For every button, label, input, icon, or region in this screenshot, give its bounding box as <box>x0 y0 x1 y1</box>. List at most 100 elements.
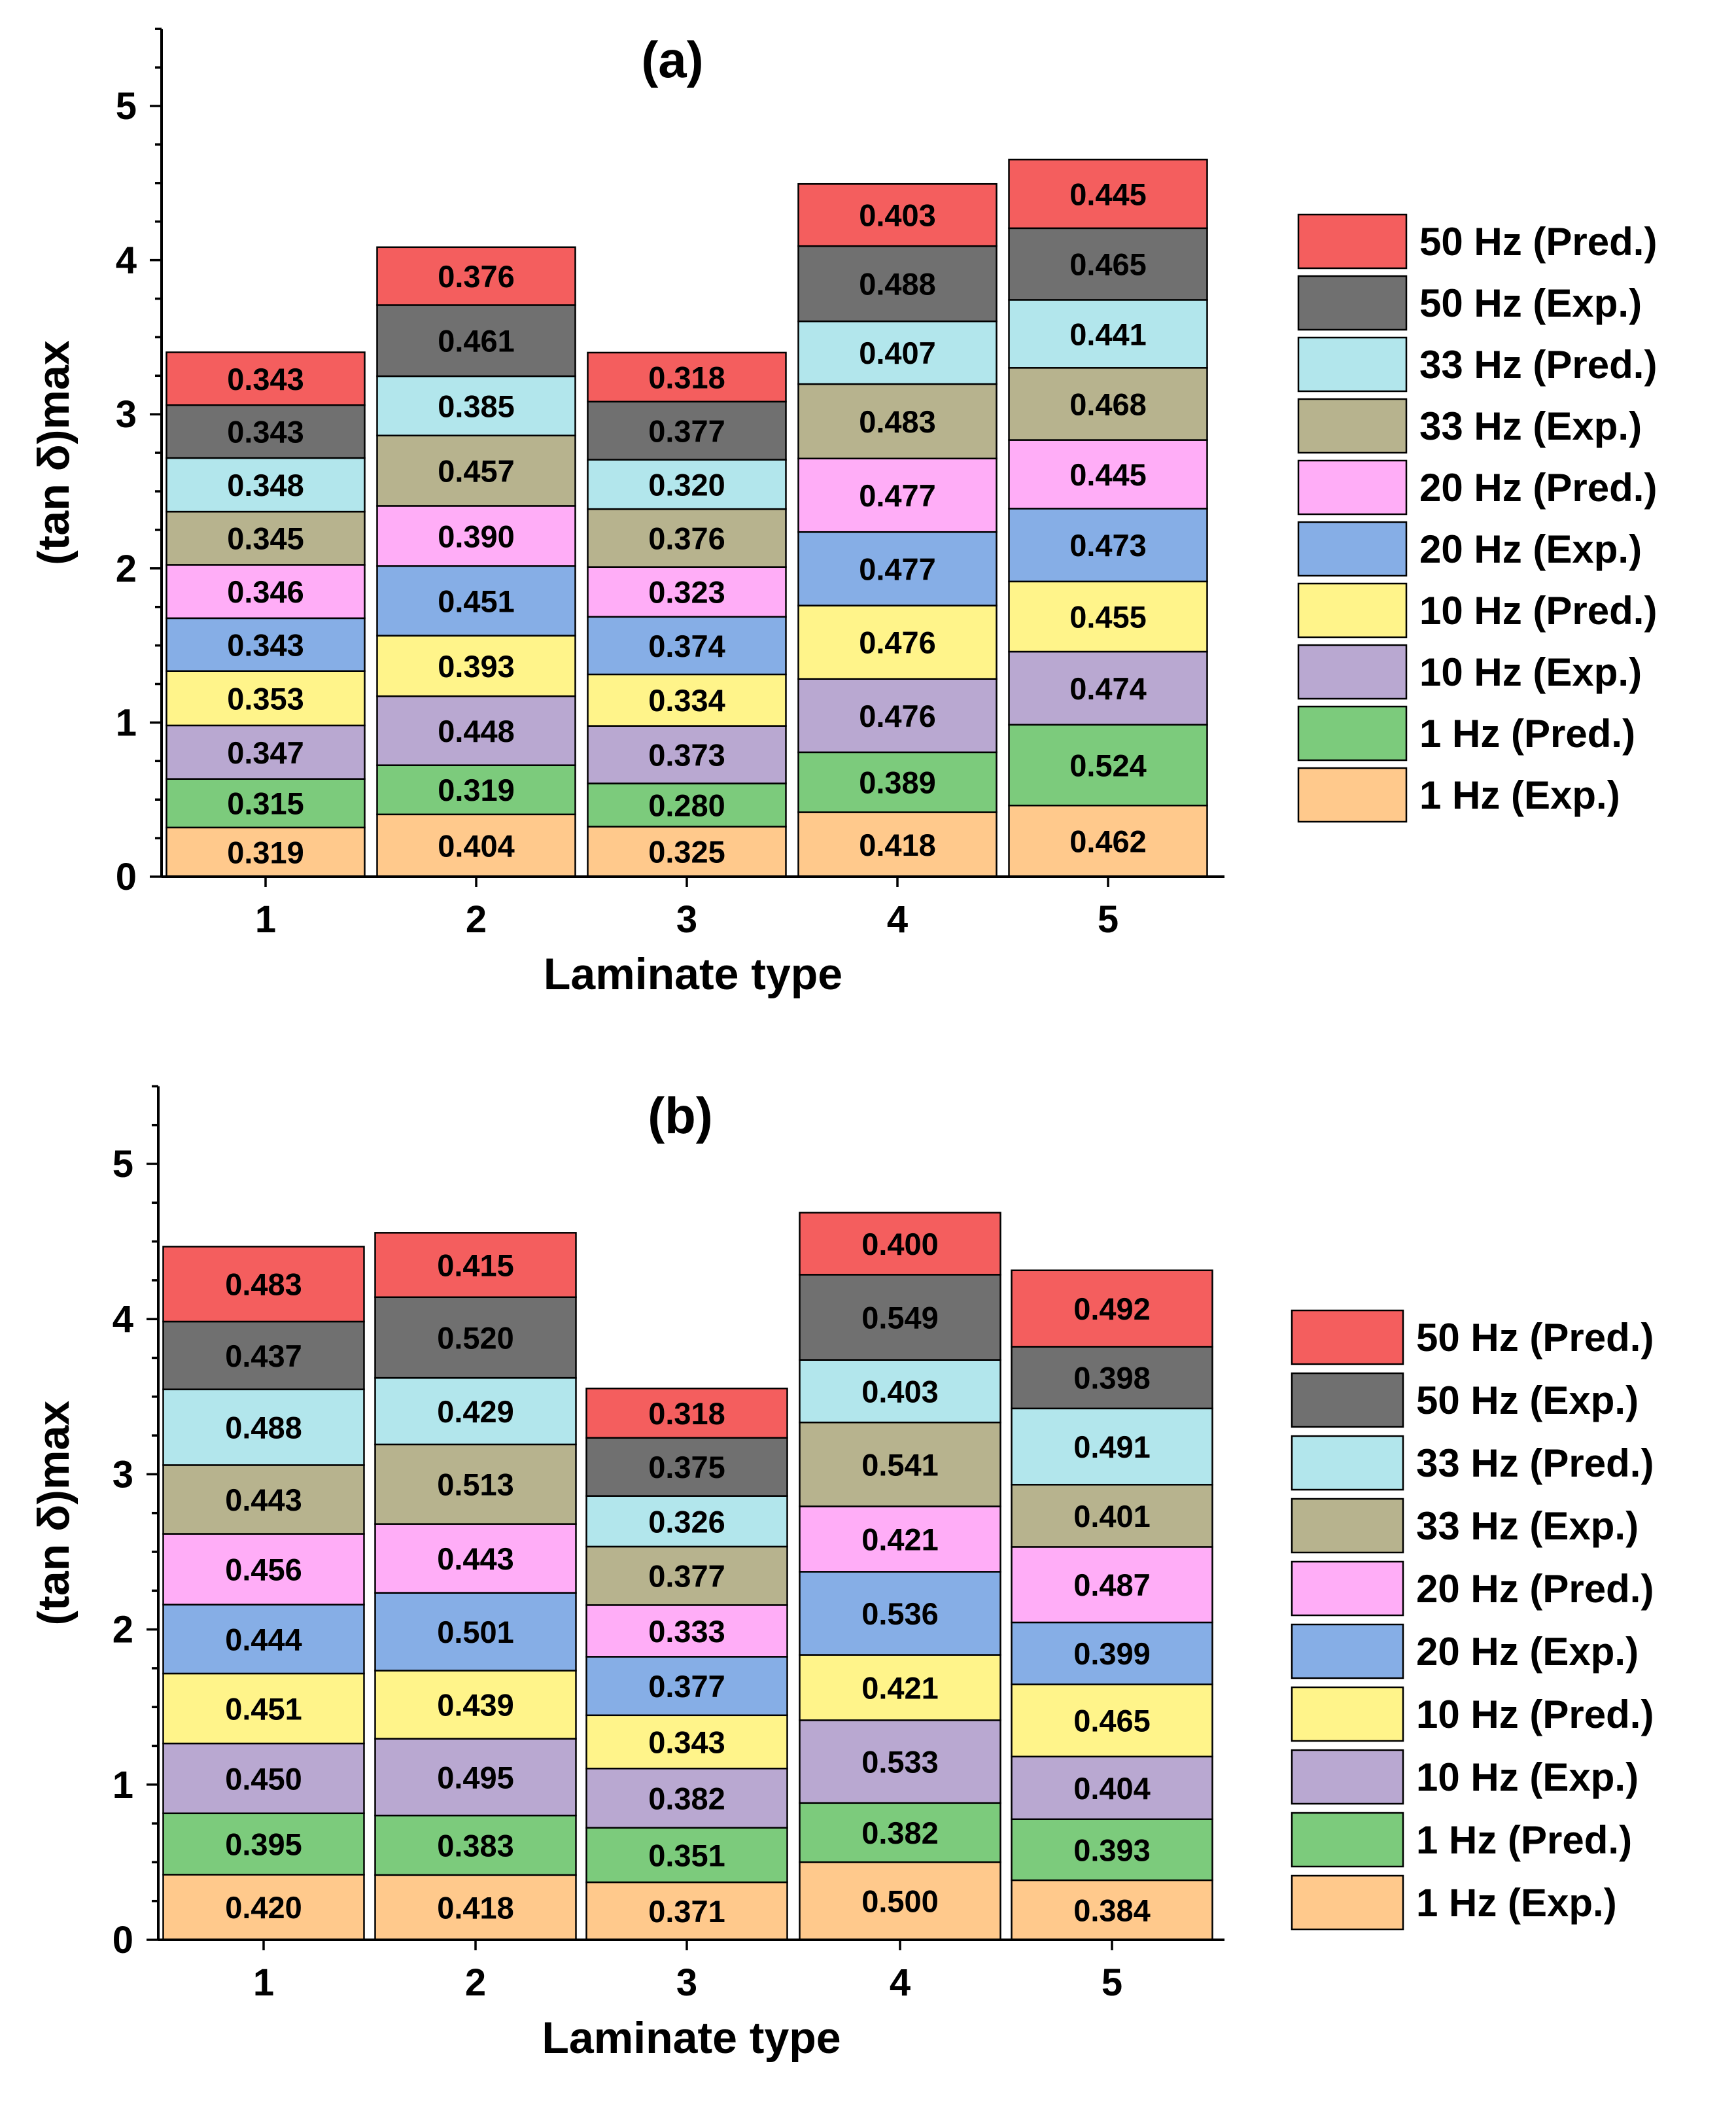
bar-segment <box>162 1320 365 1390</box>
data-label: 0.437 <box>225 1339 302 1373</box>
legend-label: 33 Hz (Exp.) <box>1419 404 1642 448</box>
legend-label: 10 Hz (Pred.) <box>1419 589 1657 633</box>
data-label: 0.483 <box>859 404 936 439</box>
bar-segment <box>376 246 576 306</box>
bar-segment <box>165 404 366 459</box>
data-label: 0.404 <box>1073 1771 1151 1806</box>
legend-swatch <box>1297 336 1408 393</box>
legend-label: 20 Hz (Pred.) <box>1419 466 1657 510</box>
data-label: 0.400 <box>861 1227 939 1261</box>
y-tick-label: 5 <box>113 1143 133 1185</box>
data-label: 0.461 <box>438 324 515 359</box>
bar-segment <box>376 813 576 878</box>
bar-segment <box>165 670 366 727</box>
data-label: 0.407 <box>859 336 936 370</box>
bar-segment <box>374 1523 577 1594</box>
legend-swatch <box>1291 1623 1404 1679</box>
data-label: 0.501 <box>437 1615 514 1649</box>
x-tick-label: 4 <box>890 1961 911 2004</box>
x-tick-label: 1 <box>253 1961 274 2004</box>
bar-segment <box>162 1874 365 1941</box>
data-label: 0.393 <box>1073 1833 1151 1867</box>
bar-segment <box>797 457 998 533</box>
bar-segment <box>587 508 787 568</box>
data-label: 0.457 <box>438 454 515 489</box>
data-label: 0.382 <box>648 1781 725 1816</box>
data-label: 0.401 <box>1073 1499 1151 1534</box>
data-label: 0.375 <box>648 1450 725 1484</box>
legend-swatch <box>1297 213 1408 270</box>
data-label: 0.343 <box>227 362 304 396</box>
legend-swatch <box>1297 767 1408 823</box>
data-label: 0.445 <box>1069 177 1147 211</box>
data-label: 0.343 <box>648 1725 725 1759</box>
legend-label: 20 Hz (Exp.) <box>1416 1630 1639 1674</box>
y-tick-label: 0 <box>113 1919 133 1961</box>
bar-segment <box>165 778 366 829</box>
data-label: 0.373 <box>648 738 725 773</box>
data-label: 0.393 <box>438 649 515 684</box>
bar-segment <box>1008 367 1208 441</box>
y-axis-label: (tan δ)max <box>29 340 78 565</box>
data-label: 0.444 <box>225 1622 302 1657</box>
data-label: 0.520 <box>437 1320 514 1355</box>
data-label: 0.455 <box>1069 599 1147 634</box>
x-tick-label: 2 <box>466 898 487 941</box>
bar-segment <box>374 1443 577 1525</box>
data-label: 0.280 <box>648 788 725 822</box>
legend-label: 1 Hz (Exp.) <box>1419 773 1620 817</box>
data-label: 0.415 <box>437 1248 514 1283</box>
legend-swatch <box>1297 582 1408 639</box>
bar-segment <box>376 565 576 637</box>
data-label: 0.513 <box>437 1467 514 1502</box>
data-label: 0.398 <box>1073 1361 1151 1395</box>
data-label: 0.451 <box>225 1691 302 1726</box>
legend-label: 50 Hz (Pred.) <box>1416 1316 1654 1360</box>
y-tick-label: 4 <box>113 1298 133 1341</box>
y-tick-label: 5 <box>116 85 137 128</box>
data-label: 0.326 <box>648 1504 725 1539</box>
bar-segment <box>585 1827 788 1884</box>
data-label: 0.468 <box>1069 387 1147 421</box>
data-label: 0.533 <box>861 1745 939 1780</box>
data-label: 0.325 <box>648 835 725 869</box>
bar-segment <box>1011 1269 1213 1348</box>
legend-swatch <box>1291 1874 1404 1931</box>
legend-swatch <box>1291 1309 1404 1365</box>
legend-label: 33 Hz (Pred.) <box>1416 1441 1654 1485</box>
data-label: 0.474 <box>1069 671 1147 706</box>
data-label: 0.487 <box>1073 1568 1151 1602</box>
bar-segment <box>374 1738 577 1817</box>
y-tick-label: 2 <box>116 548 137 590</box>
bar-segment <box>585 1604 788 1658</box>
bar-segment <box>374 1296 577 1379</box>
bar-segment <box>587 673 787 727</box>
legend-label: 20 Hz (Exp.) <box>1419 527 1642 571</box>
y-axis-label: (tan δ)max <box>29 1401 78 1626</box>
legend-swatch <box>1291 1372 1404 1428</box>
bar-segment <box>587 566 787 618</box>
data-label: 0.541 <box>861 1447 939 1482</box>
data-label: 0.371 <box>648 1894 725 1929</box>
y-tick-label: 1 <box>113 1764 133 1806</box>
legend-swatch <box>1297 459 1408 516</box>
bar-segment <box>1011 1621 1213 1685</box>
data-label: 0.404 <box>438 828 515 863</box>
bar-segment <box>162 1246 365 1323</box>
legend-swatch <box>1291 1435 1404 1491</box>
data-label: 0.377 <box>648 1559 725 1594</box>
legend-swatch <box>1297 398 1408 454</box>
bar-segment <box>797 531 998 606</box>
data-label: 0.315 <box>227 786 304 821</box>
data-label: 0.421 <box>861 1522 939 1556</box>
data-label: 0.445 <box>1069 457 1147 492</box>
data-label: 0.333 <box>648 1614 725 1649</box>
data-label: 0.351 <box>648 1838 725 1872</box>
data-label: 0.334 <box>648 683 725 718</box>
bar-segment <box>799 1274 1001 1361</box>
x-tick-label: 1 <box>255 898 276 941</box>
data-label: 0.389 <box>859 765 936 800</box>
legend-swatch <box>1297 275 1408 331</box>
data-label: 0.456 <box>225 1553 302 1587</box>
